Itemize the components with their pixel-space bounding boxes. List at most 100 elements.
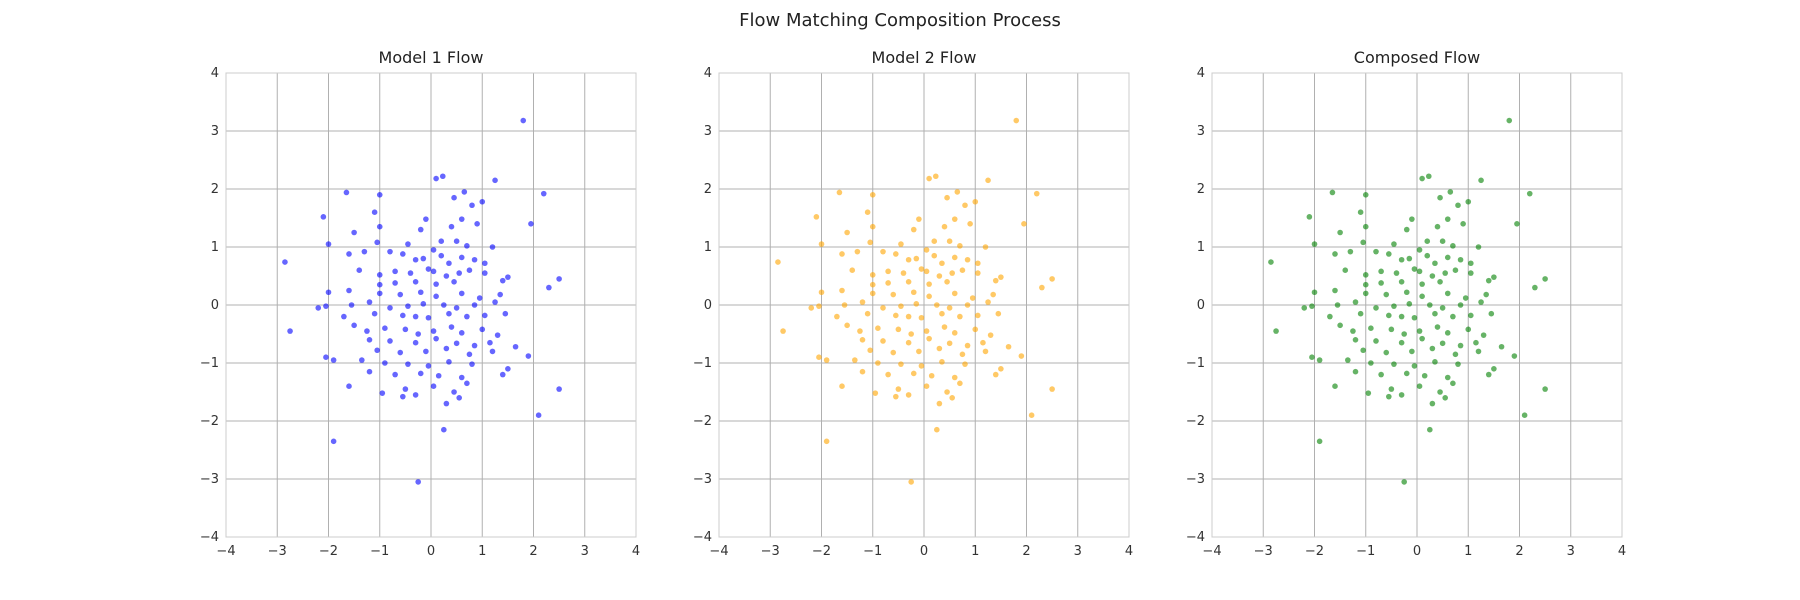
scatter-point — [458, 330, 465, 336]
scatter-point — [520, 117, 527, 124]
scatter-point — [466, 351, 473, 358]
scatter-point — [330, 438, 337, 445]
scatter-point — [839, 383, 845, 390]
scatter-point — [839, 287, 845, 294]
scatter-point — [975, 260, 981, 267]
scatter-point — [1411, 266, 1418, 272]
scatter-point — [446, 310, 452, 317]
scatter-point — [458, 254, 465, 261]
scatter-point — [1391, 361, 1397, 367]
scatter-point — [1468, 270, 1474, 276]
scatter-point — [1386, 312, 1392, 319]
y-tick-label: −1 — [200, 356, 219, 371]
scatter-point — [392, 268, 398, 275]
grid-lines — [718, 72, 1130, 538]
scatter-point — [412, 339, 419, 346]
scatter-point — [315, 305, 322, 311]
scatter-point — [923, 328, 930, 334]
scatter-point — [499, 277, 506, 284]
scatter-point — [379, 390, 386, 396]
scatter-point — [941, 324, 948, 330]
scatter-point — [382, 325, 388, 331]
scatter-point — [1018, 353, 1025, 359]
scatter-point — [366, 299, 373, 305]
scatter-point — [1362, 223, 1369, 230]
scatter-point — [492, 177, 498, 184]
scatter-point — [905, 339, 912, 346]
scatter-point — [387, 305, 393, 311]
x-tick-label: 3 — [581, 544, 589, 559]
scatter-point — [412, 279, 419, 285]
scatter-point — [1332, 383, 1338, 390]
scatter-point — [939, 260, 945, 267]
scatter-point — [1447, 189, 1454, 195]
scatter-point — [910, 289, 917, 296]
scatter-point — [890, 291, 897, 298]
scatter-point — [808, 305, 815, 311]
scatter-point — [875, 360, 881, 366]
scatter-point — [1350, 328, 1356, 334]
x-tick-label: 4 — [1125, 544, 1133, 559]
scatter-point — [1373, 338, 1379, 344]
scatter-point — [1360, 347, 1366, 354]
y-tick-label: −2 — [1186, 414, 1205, 429]
scatter-point — [1386, 393, 1392, 400]
scatter-point — [949, 270, 955, 276]
scatter-point — [546, 284, 552, 291]
grid-lines — [225, 72, 637, 538]
scatter-point — [320, 214, 327, 220]
scatter-point — [931, 238, 938, 244]
scatter-point — [482, 270, 488, 276]
scatter-point — [964, 256, 971, 263]
scatter-point — [900, 270, 907, 276]
figure-title: Flow Matching Composition Process — [739, 10, 1061, 31]
scatter-point — [1491, 274, 1497, 280]
scatter-point — [492, 299, 498, 305]
scatter-point — [489, 348, 496, 355]
scatter-point — [895, 386, 902, 392]
scatter-point — [880, 338, 886, 344]
y-tick-label: −2 — [693, 414, 712, 429]
scatter-point — [451, 279, 457, 285]
scatter-point — [1473, 339, 1479, 346]
scatter-point — [417, 289, 424, 296]
scatter-point — [1021, 221, 1027, 227]
scatter-point — [1273, 328, 1279, 334]
scatter-point — [323, 303, 329, 309]
scatter-point — [1465, 198, 1472, 205]
scatter-point — [371, 310, 378, 317]
scatter-point — [435, 372, 442, 379]
scatter-point — [1334, 302, 1341, 308]
scatter-point — [489, 244, 496, 250]
scatter-point — [823, 438, 830, 445]
scatter-point — [1460, 221, 1466, 227]
scatter-point — [397, 291, 404, 298]
scatter-point — [1468, 312, 1474, 319]
scatter-point — [962, 361, 968, 367]
scatter-point — [1434, 223, 1441, 230]
scatter-point — [1316, 357, 1323, 363]
scatter-point — [926, 175, 932, 182]
scatter-point — [407, 270, 414, 276]
scatter-point — [351, 322, 357, 329]
scatter-point — [957, 380, 963, 387]
scatter-point — [880, 248, 886, 255]
scatter-point — [1403, 289, 1410, 296]
scatter-point — [895, 326, 902, 333]
scatter-point — [1429, 273, 1436, 279]
scatter-point — [908, 479, 914, 485]
scatter-point — [1450, 313, 1456, 320]
scatter-point — [1398, 392, 1405, 398]
scatter-points — [282, 117, 562, 485]
scatter-point — [923, 247, 930, 253]
scatter-point — [420, 301, 427, 307]
scatter-point — [1437, 389, 1443, 395]
scatter-point — [936, 345, 943, 352]
scatter-point — [325, 241, 332, 247]
scatter-point — [482, 312, 488, 319]
scatter-point — [775, 259, 781, 265]
x-tick-label: −3 — [761, 544, 780, 559]
scatter-point — [923, 383, 930, 390]
scatter-point — [951, 330, 958, 336]
scatter-point — [885, 268, 891, 275]
